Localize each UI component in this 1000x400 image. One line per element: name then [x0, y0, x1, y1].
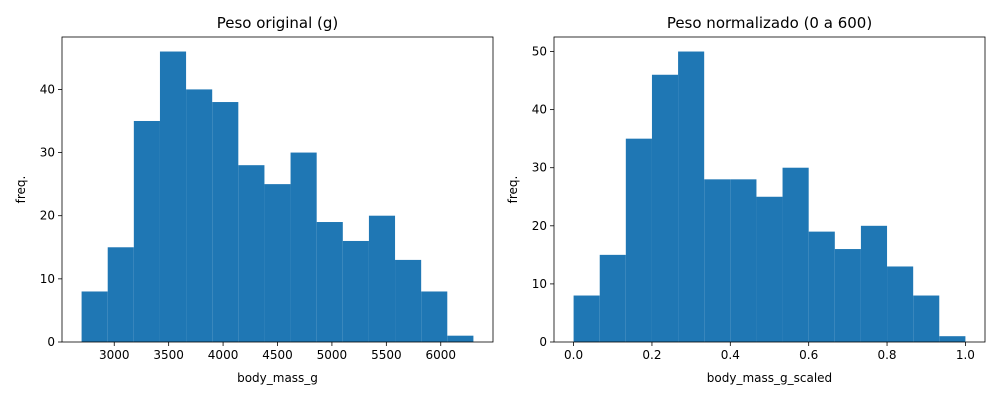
y-tick-label: 0	[47, 335, 55, 349]
x-tick-label: 0.8	[877, 348, 896, 362]
x-axis-label-left: body_mass_g	[237, 371, 318, 385]
histogram-bar	[599, 254, 626, 342]
y-tick-label: 10	[532, 277, 547, 291]
histogram-bar	[730, 179, 757, 342]
x-tick-label: 4000	[208, 348, 239, 362]
y-tick-label: 0	[539, 335, 547, 349]
x-tick-label: 0.0	[564, 348, 583, 362]
axes-right: 0.0 0.2 0.4 0.6 0.8 1.0 0 10 20 30 40 50	[532, 36, 986, 362]
chart-title-left: Peso original (g)	[217, 14, 339, 32]
y-tick-label: 50	[532, 45, 547, 59]
histogram-bar	[447, 335, 474, 342]
histogram-bar	[808, 231, 835, 342]
histogram-bar	[159, 51, 187, 343]
x-tick-label: 5500	[371, 348, 402, 362]
histogram-bar	[212, 102, 239, 342]
chart-title-right: Peso normalizado (0 a 600)	[667, 14, 872, 32]
bars-right	[573, 51, 966, 343]
y-tick-label: 30	[40, 146, 55, 160]
histogram-bar	[186, 89, 213, 342]
y-tick-label: 20	[532, 219, 547, 233]
chart-left: 3000 3500 4000 4500 5000 5500 6000 0 10 20 30 40 Pe…	[14, 14, 494, 385]
y-tick-label: 40	[532, 103, 547, 117]
histogram-bar	[782, 167, 809, 342]
histogram-bar	[913, 295, 940, 342]
axes-frame	[553, 36, 986, 343]
histogram-bar	[264, 184, 291, 342]
y-axis-label-right: freq.	[506, 176, 520, 204]
histogram-bar	[625, 138, 652, 342]
histogram-bar	[107, 247, 134, 342]
x-tick-label: 3500	[153, 348, 184, 362]
x-tick-label: 4500	[262, 348, 293, 362]
x-tick-label: 6000	[425, 348, 456, 362]
histogram-bar	[704, 179, 731, 342]
histogram-bar	[421, 291, 448, 342]
x-tick-label: 3000	[99, 348, 130, 362]
histogram-bar	[651, 74, 679, 342]
histogram-bar	[887, 266, 914, 342]
x-tick-label: 0.6	[799, 348, 818, 362]
histogram-bar	[238, 165, 265, 342]
histogram-bar	[395, 259, 422, 342]
x-tick-label: 0.2	[642, 348, 661, 362]
y-tick-label: 40	[40, 82, 55, 96]
histogram-bar	[342, 240, 369, 342]
y-axis-label-left: freq.	[14, 176, 28, 204]
histogram-bar	[860, 225, 888, 342]
axes-left: 3000 3500 4000 4500 5000 5500 6000 0 10 20 30 40	[40, 36, 494, 362]
chart-right: 0.0 0.2 0.4 0.6 0.8 1.0 0 10 20 30 40 50 Peso norma…	[506, 14, 986, 385]
histogram-bar	[133, 120, 160, 342]
histogram-bar	[368, 215, 396, 342]
x-tick-label: 1.0	[956, 348, 975, 362]
histogram-bar	[678, 51, 705, 343]
y-tick-label: 20	[40, 209, 55, 223]
histogram-bar	[290, 152, 317, 342]
histogram-bar	[834, 249, 861, 342]
x-tick-label: 0.4	[721, 348, 740, 362]
x-tick-label: 5000	[317, 348, 348, 362]
bars-left	[81, 51, 474, 343]
y-tick-label: 30	[532, 161, 547, 175]
histogram-bar	[573, 295, 600, 342]
x-axis-label-right: body_mass_g_scaled	[707, 371, 832, 385]
histogram-bar	[316, 222, 343, 342]
histogram-bar	[756, 196, 783, 342]
histogram-bar	[939, 336, 966, 342]
y-tick-label: 10	[40, 272, 55, 286]
histogram-bar	[81, 291, 108, 342]
